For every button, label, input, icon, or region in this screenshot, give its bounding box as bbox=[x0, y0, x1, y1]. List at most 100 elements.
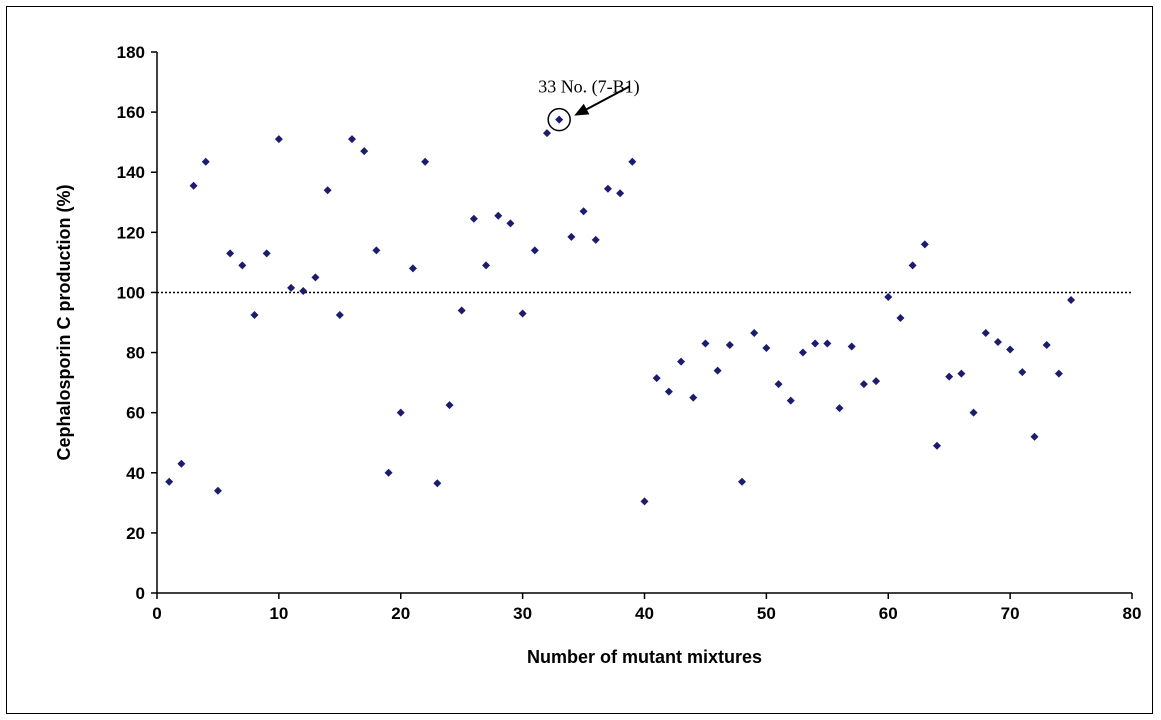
data-point bbox=[872, 377, 881, 386]
data-point bbox=[689, 393, 698, 402]
data-point bbox=[762, 344, 771, 353]
data-point bbox=[786, 396, 795, 405]
data-point bbox=[908, 261, 917, 270]
data-point bbox=[348, 135, 356, 144]
data-point bbox=[1054, 369, 1063, 378]
data-point bbox=[701, 339, 710, 348]
chart-frame bbox=[6, 6, 1153, 714]
data-point bbox=[408, 264, 417, 273]
data-point bbox=[335, 310, 344, 319]
data-point bbox=[250, 310, 259, 319]
data-point bbox=[591, 235, 600, 244]
x-tick-label: 10 bbox=[269, 604, 288, 623]
data-point bbox=[920, 240, 929, 249]
y-tick-label: 140 bbox=[117, 163, 145, 182]
y-tick-label: 80 bbox=[126, 344, 145, 363]
x-tick-label: 40 bbox=[635, 604, 654, 623]
data-point bbox=[884, 292, 893, 301]
x-axis-ticks: 0 10 20 30 40 50 60 70 80 bbox=[152, 593, 1141, 623]
data-point bbox=[603, 184, 612, 193]
data-point bbox=[226, 249, 235, 258]
data-point bbox=[469, 214, 478, 223]
data-point bbox=[859, 380, 868, 389]
data-point bbox=[957, 369, 966, 378]
data-point bbox=[555, 115, 564, 124]
data-point bbox=[457, 306, 466, 315]
data-point bbox=[677, 357, 686, 366]
data-point bbox=[323, 186, 332, 195]
x-tick-label: 80 bbox=[1123, 604, 1142, 623]
data-point bbox=[165, 477, 174, 486]
data-point bbox=[372, 246, 381, 255]
data-point bbox=[1030, 432, 1039, 441]
y-axis-title: Cephalosporin C production (%) bbox=[54, 185, 74, 461]
x-tick-label: 50 bbox=[757, 604, 776, 623]
data-point bbox=[969, 408, 978, 417]
data-point bbox=[933, 441, 941, 450]
data-point bbox=[567, 232, 576, 241]
data-point bbox=[616, 189, 625, 198]
data-point bbox=[274, 135, 283, 144]
data-point bbox=[482, 261, 491, 270]
y-tick-label: 60 bbox=[126, 404, 145, 423]
data-point bbox=[506, 219, 515, 228]
y-tick-label: 180 bbox=[117, 43, 145, 62]
data-point bbox=[518, 309, 527, 318]
annotation-label: 33 No. (7-B1) bbox=[538, 77, 640, 98]
x-tick-label: 60 bbox=[879, 604, 898, 623]
data-point bbox=[396, 408, 405, 417]
data-point bbox=[628, 157, 637, 166]
data-point bbox=[238, 261, 247, 270]
data-point bbox=[360, 147, 369, 156]
data-point bbox=[725, 341, 734, 350]
x-tick-label: 70 bbox=[1001, 604, 1020, 623]
data-point bbox=[189, 181, 198, 190]
data-point bbox=[543, 129, 551, 138]
data-point bbox=[1042, 341, 1051, 350]
data-point bbox=[177, 459, 186, 468]
data-point bbox=[445, 401, 454, 410]
data-point bbox=[713, 366, 722, 375]
data-point bbox=[1006, 345, 1015, 354]
data-point bbox=[1018, 368, 1027, 377]
data-point bbox=[945, 372, 954, 381]
data-point bbox=[421, 157, 430, 166]
data-point bbox=[287, 283, 296, 292]
data-point bbox=[384, 468, 393, 477]
y-tick-label: 160 bbox=[117, 103, 145, 122]
data-point bbox=[993, 338, 1002, 347]
data-point bbox=[835, 404, 844, 413]
data-point bbox=[201, 157, 210, 166]
annotation-arrow bbox=[581, 85, 630, 113]
x-tick-label: 0 bbox=[152, 604, 161, 623]
y-tick-label: 40 bbox=[126, 464, 145, 483]
data-point bbox=[750, 329, 759, 338]
data-point bbox=[299, 286, 308, 295]
data-point bbox=[262, 249, 271, 258]
annotation-highlight-circle bbox=[547, 107, 571, 132]
x-axis-title: Number of mutant mixtures bbox=[527, 647, 762, 667]
y-tick-label: 0 bbox=[136, 584, 145, 603]
data-point bbox=[1067, 295, 1076, 304]
x-tick-label: 20 bbox=[391, 604, 410, 623]
data-point bbox=[981, 329, 990, 338]
data-point bbox=[664, 387, 673, 396]
data-point bbox=[640, 497, 649, 506]
data-point bbox=[823, 339, 832, 348]
y-tick-label: 20 bbox=[126, 524, 145, 543]
data-point bbox=[652, 374, 661, 383]
data-point bbox=[798, 348, 807, 357]
y-tick-label: 100 bbox=[117, 283, 145, 302]
data-point bbox=[847, 342, 856, 351]
data-point bbox=[811, 339, 820, 348]
data-point bbox=[579, 207, 588, 216]
data-point bbox=[433, 479, 442, 488]
annotation-arrowhead bbox=[574, 103, 590, 116]
data-points bbox=[165, 115, 1076, 506]
x-tick-label: 30 bbox=[513, 604, 532, 623]
data-point bbox=[896, 313, 905, 322]
annotation: 33 No. (7-B1) bbox=[538, 77, 640, 132]
data-point bbox=[530, 246, 539, 255]
data-point bbox=[311, 273, 320, 282]
